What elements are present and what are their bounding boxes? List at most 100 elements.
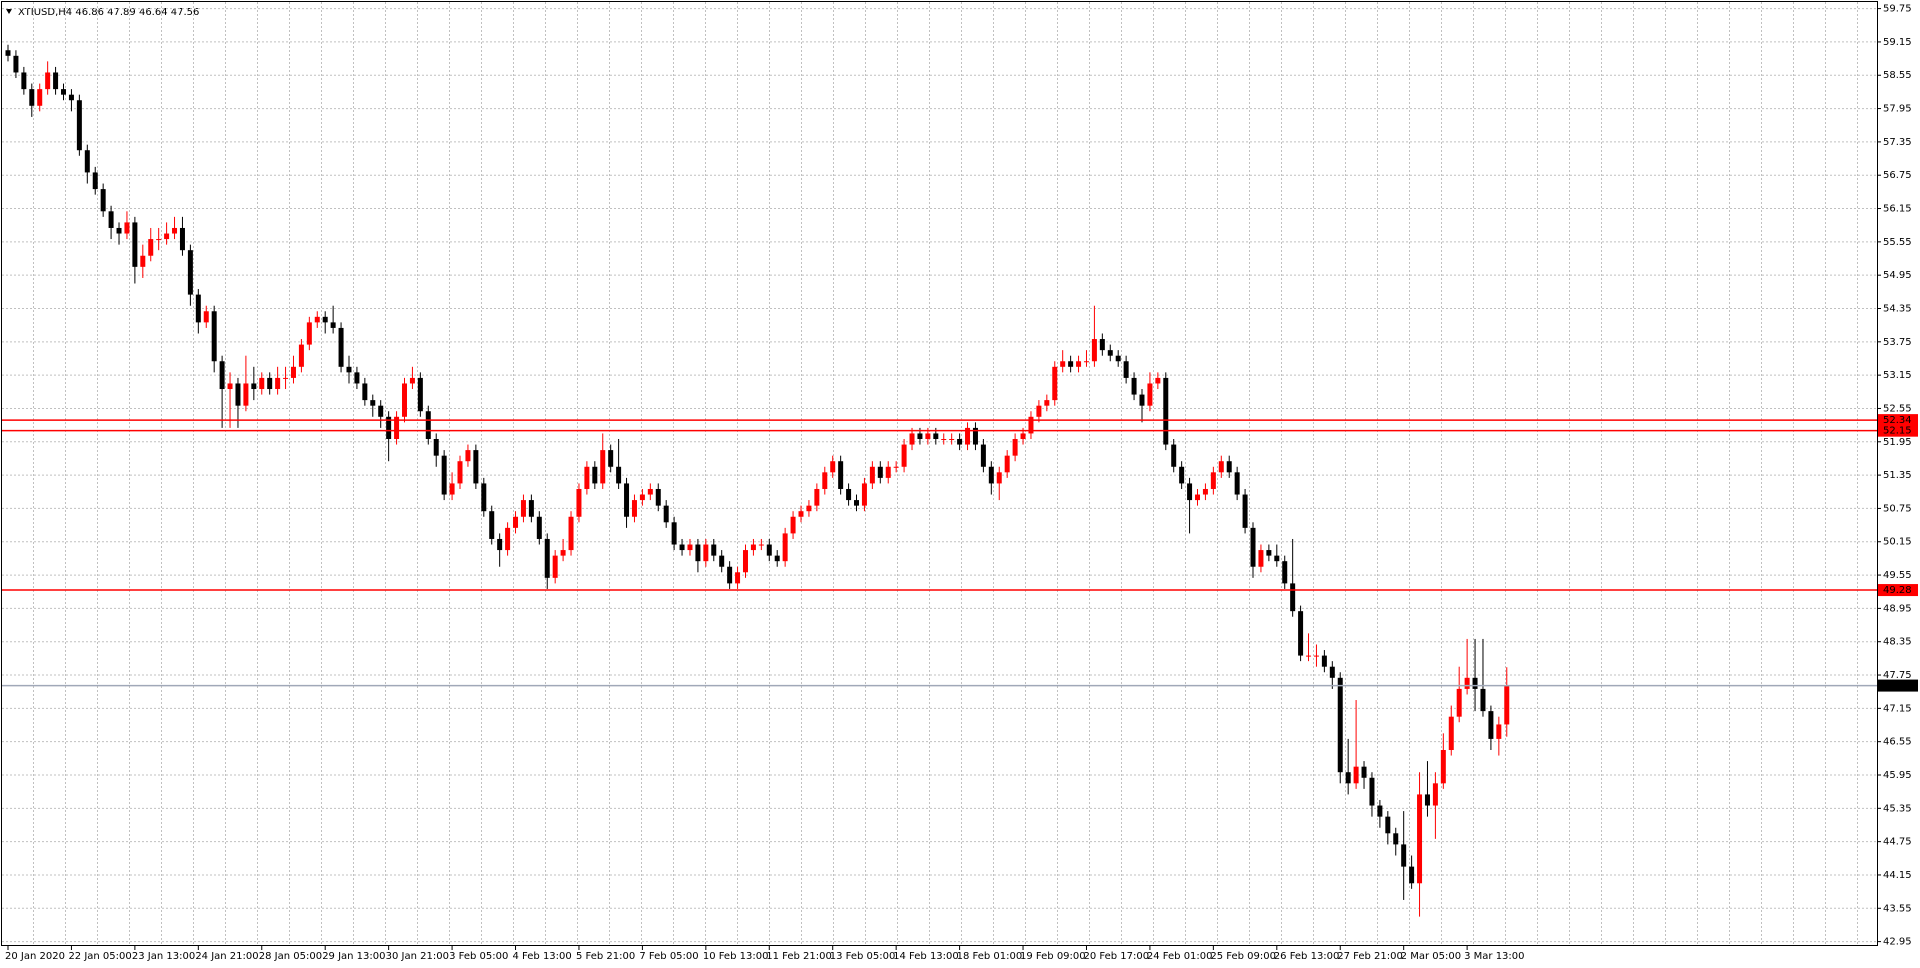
candle-body bbox=[980, 444, 986, 467]
x-tick-label: 28 Jan 05:00 bbox=[259, 951, 322, 962]
plot-border bbox=[1, 1, 1878, 946]
candle-body bbox=[1488, 711, 1494, 739]
candle-body bbox=[790, 516, 796, 534]
y-tick-label: 50.15 bbox=[1883, 537, 1912, 548]
y-tick-label: 42.95 bbox=[1883, 937, 1912, 948]
x-tick-label: 24 Feb 01:00 bbox=[1147, 951, 1213, 962]
candle-body bbox=[782, 533, 788, 562]
candle-body bbox=[1321, 655, 1327, 667]
y-tick-label: 45.95 bbox=[1883, 770, 1912, 781]
candle-body bbox=[1155, 377, 1161, 384]
candle-body bbox=[1060, 361, 1066, 367]
candle-body bbox=[21, 72, 27, 90]
candle-body bbox=[1147, 383, 1153, 406]
candle-body bbox=[513, 516, 519, 528]
candle-body bbox=[322, 316, 328, 323]
y-tick-label: 55.55 bbox=[1883, 237, 1912, 248]
y-tick-label: 53.15 bbox=[1883, 370, 1912, 381]
candle-body bbox=[1044, 400, 1050, 406]
candle-body bbox=[592, 466, 598, 484]
y-tick-label: 51.95 bbox=[1883, 437, 1912, 448]
candle-body bbox=[917, 433, 923, 440]
x-tick-label: 29 Jan 13:00 bbox=[322, 951, 385, 962]
y-tick-label: 50.75 bbox=[1883, 503, 1912, 514]
menu-arrow[interactable] bbox=[6, 9, 12, 14]
candle-body bbox=[203, 311, 209, 323]
x-tick-label: 23 Jan 13:00 bbox=[132, 951, 195, 962]
candle-body bbox=[1290, 583, 1296, 612]
candle-body bbox=[647, 488, 653, 495]
candle-body bbox=[1036, 405, 1042, 417]
level-label-bg bbox=[1878, 584, 1918, 597]
candle-body bbox=[1329, 666, 1335, 678]
candle-body bbox=[156, 239, 162, 241]
candle-body bbox=[1202, 488, 1208, 495]
candle-body bbox=[1274, 555, 1280, 562]
candle-body bbox=[1076, 361, 1082, 367]
candle-body bbox=[933, 433, 939, 440]
x-tick-label: 24 Jan 21:00 bbox=[195, 951, 258, 962]
candle-body bbox=[798, 511, 804, 517]
candle-body bbox=[449, 483, 455, 495]
candle-body bbox=[330, 322, 336, 328]
candle-body bbox=[164, 233, 170, 240]
y-tick-label: 44.75 bbox=[1883, 837, 1912, 848]
candle-body bbox=[1107, 350, 1113, 356]
candle-body bbox=[687, 544, 693, 551]
candle-body bbox=[909, 433, 915, 445]
candle-body bbox=[267, 377, 273, 390]
x-tick-label: 25 Feb 09:00 bbox=[1210, 951, 1276, 962]
candle-body bbox=[1345, 772, 1351, 784]
candle-body bbox=[616, 466, 622, 484]
candle-body bbox=[925, 433, 931, 440]
candle-body bbox=[497, 538, 503, 551]
candle-body bbox=[1195, 494, 1200, 501]
candle-body bbox=[655, 488, 661, 506]
candle-body bbox=[441, 455, 447, 495]
candle-body bbox=[417, 377, 423, 412]
x-tick-label: 20 Jan 2020 bbox=[5, 951, 65, 962]
candle-body bbox=[584, 466, 590, 489]
candle-body bbox=[211, 311, 217, 362]
candle-body bbox=[76, 100, 82, 151]
candle-body bbox=[1369, 777, 1375, 806]
level-label-bg bbox=[1878, 679, 1918, 692]
x-tick-label: 4 Feb 13:00 bbox=[513, 951, 572, 962]
candle-body bbox=[1028, 416, 1034, 434]
candle-body bbox=[1464, 677, 1470, 689]
candle-body bbox=[235, 383, 241, 406]
candle-body bbox=[1353, 766, 1359, 784]
candle-body bbox=[1012, 439, 1018, 456]
candle-body bbox=[758, 544, 764, 546]
y-tick-label: 48.95 bbox=[1883, 603, 1912, 614]
candle-body bbox=[830, 461, 836, 473]
candle-body bbox=[1139, 394, 1145, 406]
candle-body bbox=[1266, 550, 1272, 556]
candle-body bbox=[1210, 472, 1216, 489]
candle-body bbox=[1115, 355, 1121, 362]
candle-body bbox=[774, 555, 780, 562]
candle-body bbox=[996, 472, 1002, 484]
candle-body bbox=[457, 461, 463, 484]
candle-body bbox=[846, 488, 852, 501]
x-tick-label: 13 Feb 05:00 bbox=[830, 951, 896, 962]
candle-body bbox=[1298, 611, 1304, 656]
y-tick-label: 59.75 bbox=[1883, 4, 1912, 15]
candle-body bbox=[354, 372, 360, 384]
x-tick-label: 2 Mar 05:00 bbox=[1401, 951, 1461, 962]
candle-body bbox=[1504, 685, 1510, 725]
candle-body bbox=[1258, 550, 1264, 567]
candle-body bbox=[219, 361, 225, 390]
candle-body bbox=[425, 411, 431, 440]
candle-body bbox=[695, 544, 701, 562]
candle-body bbox=[1424, 794, 1430, 806]
candle-body bbox=[1218, 461, 1224, 473]
candle-body bbox=[314, 316, 320, 323]
candle-body bbox=[37, 89, 43, 106]
candle-body bbox=[544, 538, 550, 578]
candle-body bbox=[735, 572, 741, 584]
candle-body bbox=[298, 344, 304, 367]
candle-body bbox=[663, 505, 669, 523]
candle-body bbox=[394, 416, 400, 440]
candle-body bbox=[1440, 750, 1446, 784]
